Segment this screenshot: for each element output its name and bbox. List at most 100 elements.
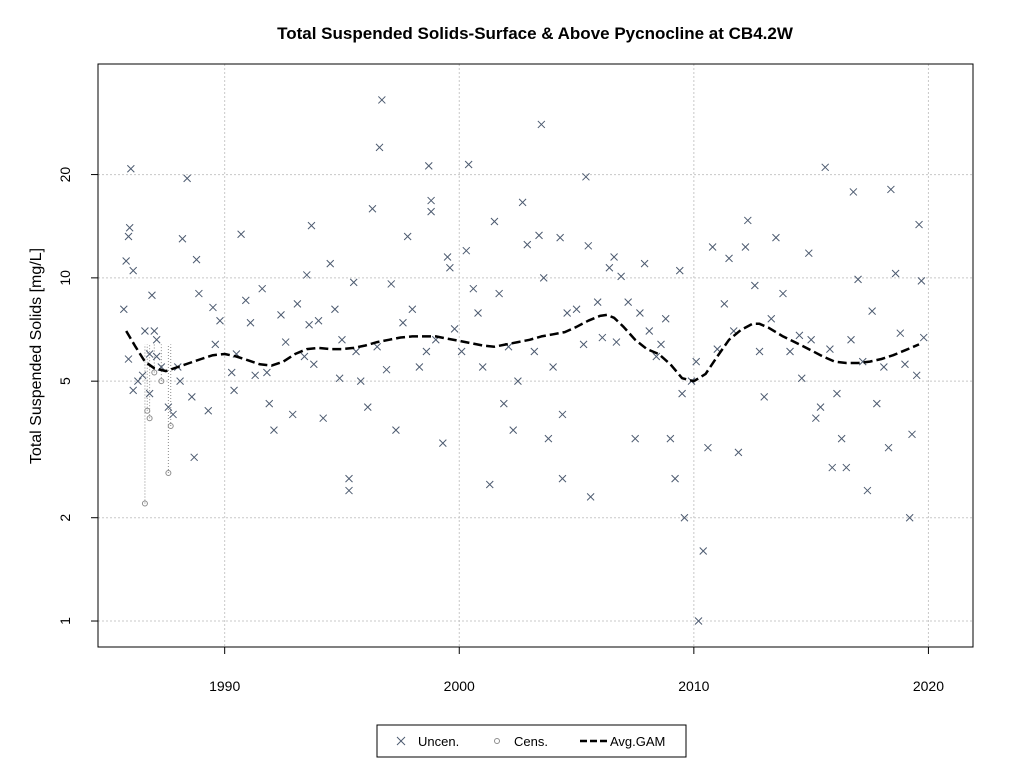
uncensored-point <box>624 298 633 306</box>
uncensored-point <box>345 486 353 495</box>
uncensored-point <box>427 207 435 216</box>
uncensored-point <box>636 309 644 317</box>
uncensored-point <box>678 389 686 398</box>
uncensored-point <box>694 617 703 625</box>
uncensored-point <box>408 305 417 314</box>
legend-cens-label: Cens. <box>514 734 548 749</box>
uncensored-point <box>150 327 159 335</box>
uncensored-point <box>258 284 267 293</box>
uncensored-point <box>518 198 527 207</box>
uncensored-point <box>126 164 135 173</box>
uncensored-point <box>544 434 553 443</box>
legend-box <box>376 724 687 758</box>
censored-point <box>165 469 172 476</box>
uncensored-point <box>598 333 607 342</box>
grid <box>98 64 973 647</box>
uncensored-point <box>816 403 825 412</box>
legend-uncen-marker <box>396 736 406 746</box>
uncensored-point <box>300 352 309 361</box>
uncensored-point <box>187 393 196 401</box>
uncensored-point <box>849 188 858 196</box>
uncensored-point <box>270 426 278 434</box>
uncensored-point <box>305 320 313 329</box>
uncensored-point <box>352 347 360 356</box>
uncensored-point <box>338 335 346 344</box>
gam-curve <box>125 313 920 383</box>
uncensored-point <box>122 257 131 265</box>
uncensored-point <box>523 240 532 249</box>
uncensored-point <box>539 274 548 282</box>
uncensored-point <box>612 338 621 346</box>
uncensored-point <box>905 513 914 522</box>
uncensored-point <box>469 284 478 293</box>
legend-gam-label: Avg.GAM <box>610 734 665 749</box>
censored-point <box>151 369 158 376</box>
y-tick-label: 5 <box>57 377 73 385</box>
uncensored-point <box>373 342 382 351</box>
uncensored-point <box>915 220 923 229</box>
uncensored-point <box>490 217 499 226</box>
uncensored-point <box>912 371 921 380</box>
uncensored-point <box>474 309 482 317</box>
uncensored-point <box>708 243 717 251</box>
censored-point <box>167 423 174 430</box>
uncensored-point <box>908 430 916 439</box>
uncensored-point <box>863 486 872 495</box>
uncensored-point <box>535 231 543 240</box>
uncensored-point <box>901 360 909 369</box>
uncensored-point <box>854 275 862 284</box>
uncensored-point <box>190 453 199 462</box>
uncensored-point <box>675 266 684 275</box>
uncensored-point <box>356 377 365 386</box>
uncensored-point <box>246 318 255 327</box>
uncensored-point <box>288 410 297 419</box>
uncensored-point <box>124 355 133 363</box>
uncensored-point <box>558 410 567 419</box>
uncensored-point <box>145 350 154 358</box>
x-tick-label: 2020 <box>913 678 944 694</box>
uncensored-point <box>119 305 128 314</box>
uncensored-point <box>438 439 447 447</box>
uncensored-point <box>422 347 431 356</box>
uncensored-point <box>884 443 893 452</box>
uncensored-point <box>741 243 750 251</box>
uncensored-point <box>345 474 353 483</box>
uncensored-point <box>558 474 567 483</box>
uncensored-point <box>145 389 154 398</box>
uncensored-point <box>349 278 358 287</box>
uncensored-point <box>457 347 466 356</box>
uncensored-point <box>760 393 769 401</box>
y-axis: 1 2 5 10 20 <box>57 167 98 625</box>
uncensored-point <box>464 160 473 169</box>
uncensored-point <box>462 246 471 255</box>
uncensored-point <box>263 368 271 377</box>
uncensored-point <box>767 314 776 323</box>
uncensored-point <box>450 325 459 333</box>
uncensored-point <box>302 271 311 279</box>
uncensored-point <box>509 426 518 434</box>
uncensored-point <box>530 347 539 356</box>
uncensored-point <box>251 371 260 380</box>
uncensored-point <box>368 204 377 213</box>
uncensored-point <box>138 371 147 380</box>
uncensored-point <box>152 352 161 361</box>
chart-title: Total Suspended Solids-Surface & Above P… <box>277 24 794 43</box>
uncensored-point <box>375 143 384 152</box>
uncensored-point <box>204 406 213 415</box>
uncensored-point <box>821 163 830 172</box>
uncensored-point <box>427 196 435 205</box>
uncensored-point <box>319 414 328 423</box>
y-tick-label: 20 <box>57 167 73 183</box>
uncensored-point <box>826 345 834 353</box>
uncensored-point <box>478 363 487 371</box>
uncensored-point <box>192 255 201 264</box>
uncensored-point <box>807 335 815 344</box>
y-axis-label: Total Suspended Solids [mg/L] <box>28 248 45 464</box>
uncensored-point <box>331 305 339 314</box>
y-tick-label: 10 <box>57 270 73 286</box>
censored-point <box>146 415 153 422</box>
uncensored-point <box>631 434 640 443</box>
uncensored-point <box>586 493 595 501</box>
uncensored-point <box>652 352 661 361</box>
